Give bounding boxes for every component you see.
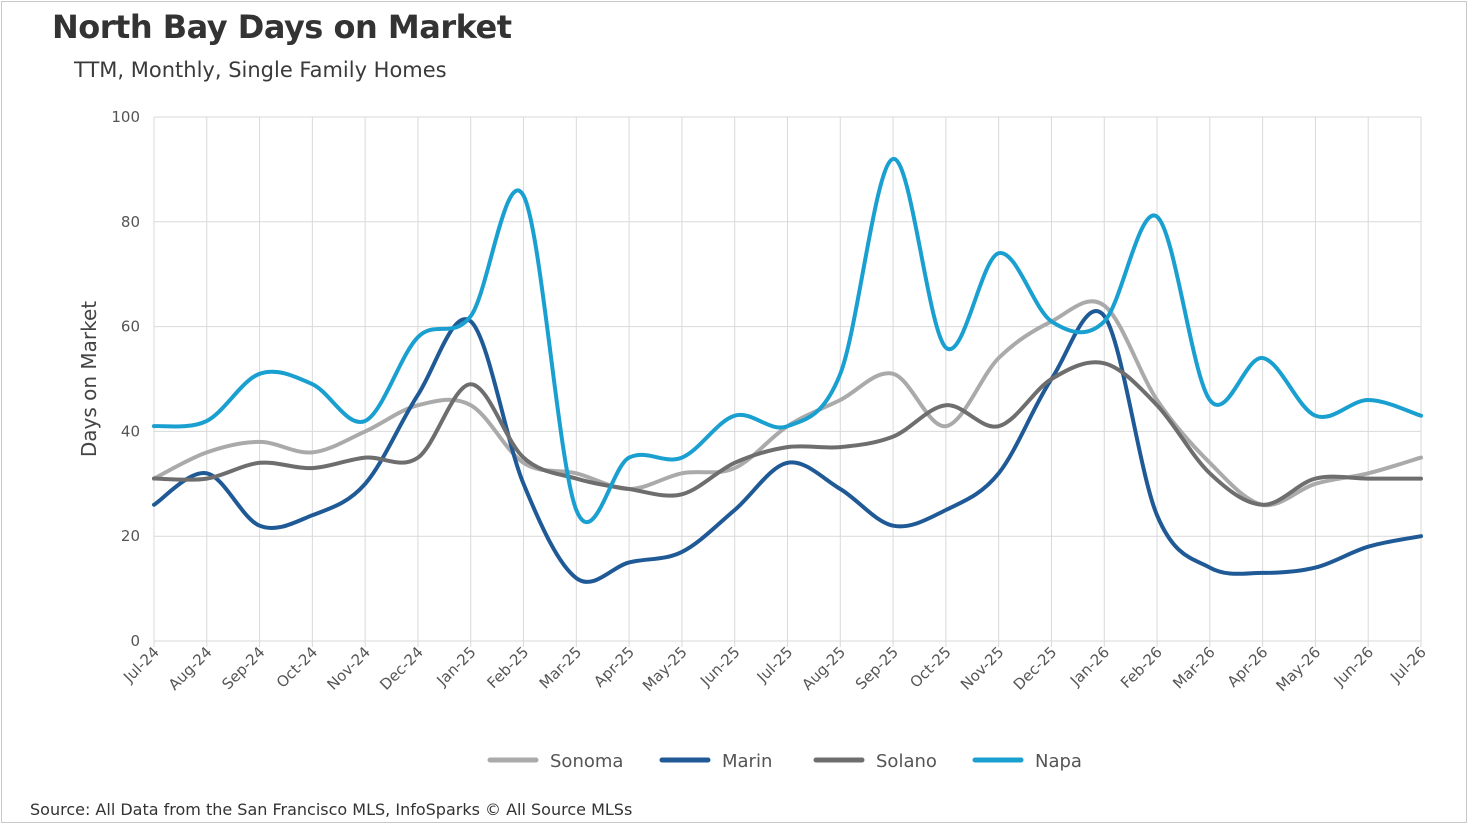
x-tick-label: Apr-26 bbox=[1224, 643, 1272, 691]
x-tick-label: Nov-24 bbox=[324, 643, 374, 693]
series-line-solano bbox=[152, 360, 1423, 507]
chart-series bbox=[152, 156, 1423, 584]
chart-title: North Bay Days on Market bbox=[52, 8, 512, 46]
x-tick-label: Sep-25 bbox=[852, 643, 902, 693]
x-tick-label: Jan-25 bbox=[432, 643, 479, 690]
x-tick-label: Apr-25 bbox=[590, 643, 638, 691]
legend-label-napa: Napa bbox=[1035, 751, 1082, 772]
x-tick-label: Feb-25 bbox=[484, 643, 533, 692]
x-tick-label: Aug-24 bbox=[165, 643, 216, 694]
chart-legend: Sonoma Marin Solano Napa bbox=[487, 751, 1082, 772]
y-tick-label: 0 bbox=[130, 632, 140, 650]
y-tick-label: 20 bbox=[121, 527, 140, 545]
x-tick-label: Jun-26 bbox=[1330, 643, 1377, 690]
x-tick-label: Oct-24 bbox=[273, 643, 321, 691]
source-note: Source: All Data from the San Francisco … bbox=[30, 800, 633, 819]
x-tick-label: Mar-26 bbox=[1169, 643, 1218, 692]
y-axis-ticks: 0 20 40 60 80 100 bbox=[111, 108, 140, 650]
chart-grid bbox=[153, 116, 1422, 647]
x-tick-label: Nov-25 bbox=[957, 643, 1007, 693]
series-line-marin bbox=[152, 309, 1423, 584]
x-tick-label: Dec-24 bbox=[376, 643, 427, 694]
y-tick-label: 40 bbox=[121, 422, 140, 440]
legend-label-marin: Marin bbox=[722, 751, 772, 772]
series-line-napa bbox=[152, 156, 1423, 524]
y-axis-label: Days on Market bbox=[77, 301, 101, 457]
x-tick-label: Jul-24 bbox=[119, 643, 163, 687]
x-tick-label: Jun-25 bbox=[696, 643, 743, 690]
chart-subtitle: TTM, Monthly, Single Family Homes bbox=[74, 58, 447, 82]
x-tick-label: May-25 bbox=[639, 643, 691, 695]
y-tick-label: 100 bbox=[111, 108, 140, 126]
x-tick-label: Aug-25 bbox=[798, 643, 849, 694]
y-tick-label: 60 bbox=[121, 318, 140, 336]
legend-label-solano: Solano bbox=[876, 751, 937, 772]
x-tick-label: Sep-24 bbox=[218, 643, 268, 693]
y-tick-label: 80 bbox=[121, 213, 140, 231]
x-tick-label: Jul-26 bbox=[1386, 643, 1430, 687]
x-tick-label: Jul-25 bbox=[753, 643, 797, 687]
x-tick-label: Jan-26 bbox=[1066, 643, 1113, 690]
x-axis-ticks: Jul-24 Aug-24 Sep-24 Oct-24 Nov-24 Dec-24 Jan-… bbox=[119, 643, 1430, 695]
legend-label-sonoma: Sonoma bbox=[550, 751, 623, 772]
x-tick-label: Mar-25 bbox=[536, 643, 585, 692]
x-tick-label: Oct-25 bbox=[906, 643, 954, 691]
x-tick-label: May-26 bbox=[1272, 643, 1324, 695]
x-tick-label: Feb-26 bbox=[1117, 643, 1166, 692]
x-tick-label: Dec-25 bbox=[1010, 643, 1061, 694]
